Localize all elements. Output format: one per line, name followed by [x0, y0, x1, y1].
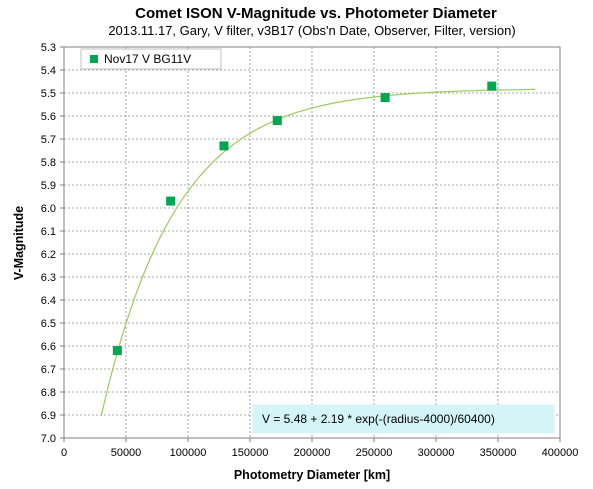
x-tick-label: 250000	[356, 447, 393, 459]
y-tick-label: 6.8	[41, 387, 56, 399]
y-tick-label: 6.4	[41, 295, 56, 307]
data-point	[272, 116, 282, 126]
formula-annotation: V = 5.48 + 2.19 * exp(-(radius-4000)/604…	[252, 404, 555, 434]
y-tick-label: 5.3	[41, 42, 56, 54]
data-point	[487, 81, 497, 91]
y-tick-label: 6.3	[41, 272, 56, 284]
data-point	[219, 141, 229, 151]
x-tick-label: 0	[61, 447, 67, 459]
legend: Nov17 V BG11V	[80, 48, 222, 70]
chart-subtitle: 2013.11.17, Gary, V filter, v3B17 (Obs'n…	[108, 23, 515, 38]
data-points	[112, 81, 497, 356]
y-tick-label: 5.8	[41, 157, 56, 169]
data-point	[380, 93, 390, 103]
x-tick-label: 350000	[480, 447, 517, 459]
legend-label: Nov17 V BG11V	[104, 52, 191, 66]
x-tick-label: 400000	[542, 447, 579, 459]
y-tick-label: 6.6	[41, 341, 56, 353]
y-tick-label: 5.4	[41, 65, 56, 77]
x-tick-label: 100000	[170, 447, 207, 459]
x-axis-title: Photometry Diameter [km]	[234, 468, 390, 482]
chart-title: Comet ISON V-Magnitude vs. Photometer Di…	[135, 5, 497, 22]
fit-curve-line	[100, 88, 536, 417]
y-tick-label: 6.5	[41, 318, 56, 330]
x-tick-label: 150000	[232, 447, 269, 459]
data-point	[166, 196, 176, 206]
x-tick-label: 50000	[111, 447, 142, 459]
legend-marker	[90, 55, 98, 63]
axis-ticks: 5.3 5.4 5.5 5.6 5.7 5.8 5.9 6.0 6.1 6.2 6.3 6.4 6.5 6…	[41, 42, 579, 459]
y-tick-label: 6.1	[41, 226, 56, 238]
grid	[63, 46, 561, 439]
y-tick-label: 5.9	[41, 180, 56, 192]
data-point	[112, 346, 122, 356]
x-tick-label: 200000	[294, 447, 331, 459]
x-tick-label: 300000	[418, 447, 455, 459]
formula-text: V = 5.48 + 2.19 * exp(-(radius-4000)/604…	[262, 412, 495, 426]
y-tick-label: 5.6	[41, 111, 56, 123]
fit-curve-group	[100, 88, 536, 417]
y-tick-label: 6.7	[41, 364, 56, 376]
y-tick-label: 6.9	[41, 410, 56, 422]
y-tick-label: 5.5	[41, 88, 56, 100]
y-axis-title: V-Magnitude	[12, 206, 26, 280]
y-tick-label: 6.2	[41, 249, 56, 261]
y-tick-label: 6.0	[41, 203, 56, 215]
formula-box	[252, 404, 555, 434]
legend-box	[80, 48, 222, 70]
y-tick-label: 7.0	[41, 433, 56, 445]
y-tick-label: 5.7	[41, 134, 56, 146]
